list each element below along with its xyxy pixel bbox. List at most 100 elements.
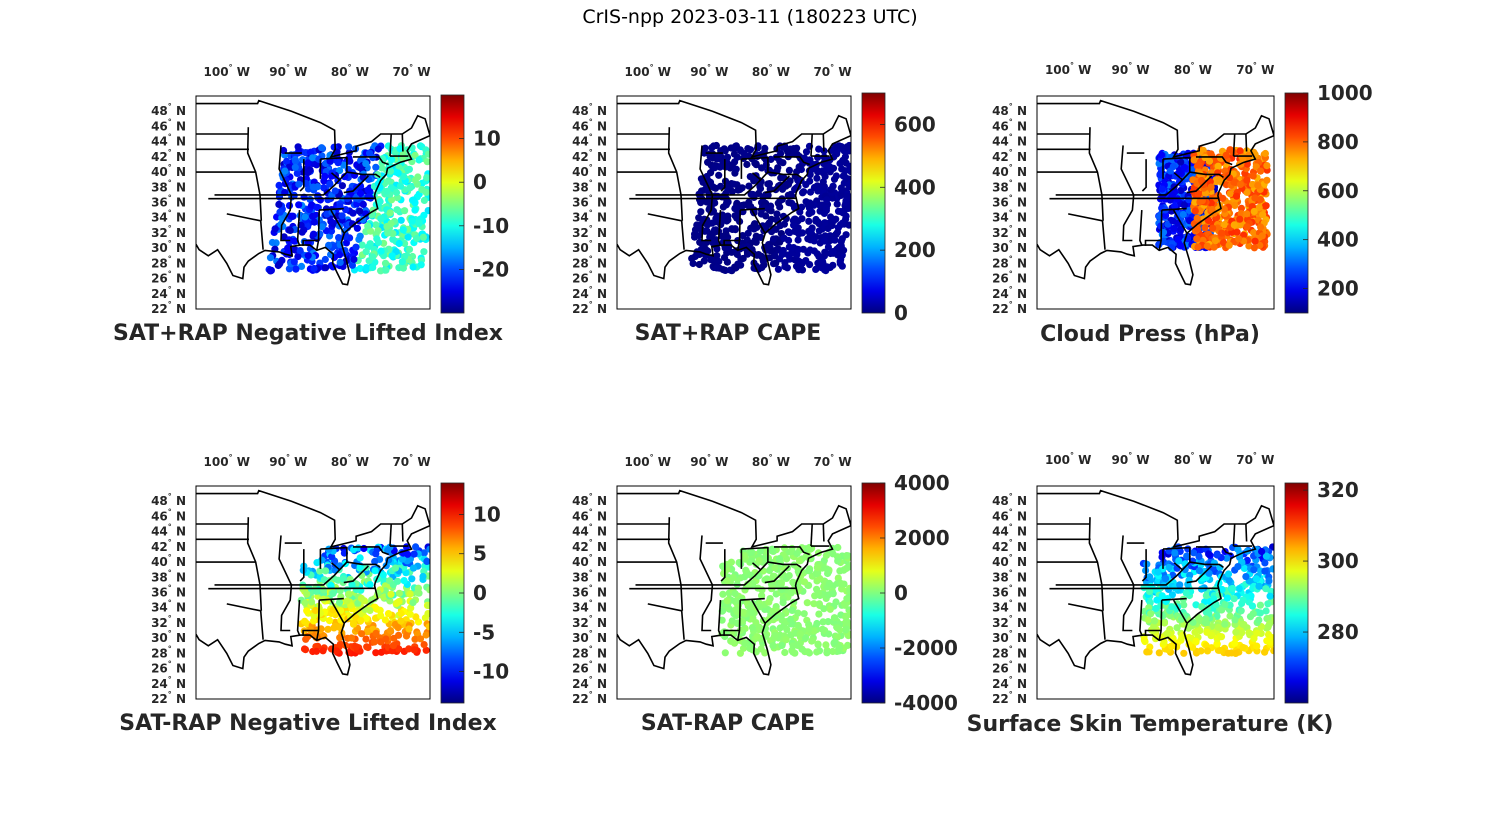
lat-tick-label: 22° N — [151, 690, 186, 706]
state-line — [699, 535, 714, 632]
lat-tick-label: 46° N — [572, 117, 607, 133]
data-point — [1177, 158, 1185, 166]
data-point — [1173, 624, 1181, 632]
data-point — [1243, 223, 1251, 231]
lat-tick-label: 26° N — [572, 270, 607, 286]
state-line — [740, 207, 765, 211]
data-point — [266, 254, 275, 262]
data-point — [814, 589, 823, 597]
data-point — [409, 196, 418, 204]
figure-title: CrIS-npp 2023-03-11 (180223 UTC) — [582, 6, 918, 28]
lon-tick-label: 70° W — [1236, 61, 1274, 77]
data-point — [731, 590, 739, 598]
data-point — [1176, 581, 1184, 589]
state-line — [1101, 220, 1106, 250]
lat-tick-label: 42° N — [992, 148, 1027, 164]
data-point — [783, 264, 792, 272]
data-point — [709, 230, 717, 238]
data-point — [402, 543, 411, 551]
data-point — [399, 264, 407, 272]
data-point — [372, 221, 380, 229]
data-point — [813, 648, 821, 656]
lat-tick-label: 36° N — [992, 584, 1027, 600]
data-point — [780, 544, 789, 552]
data-point — [758, 592, 766, 600]
lat-tick-label: 36° N — [992, 194, 1027, 210]
state-line — [1161, 207, 1187, 211]
data-point — [399, 226, 407, 234]
data-point — [714, 152, 723, 160]
state-line — [1189, 561, 1224, 569]
lat-tick-label: 38° N — [572, 178, 607, 194]
lat-tick-label: 38° N — [572, 568, 607, 584]
data-point — [824, 569, 832, 578]
data-point — [303, 607, 311, 615]
data-point — [837, 143, 845, 151]
data-point — [773, 210, 781, 218]
data-point — [1177, 187, 1185, 195]
data-point — [380, 576, 388, 584]
data-point — [776, 222, 784, 230]
data-point — [819, 258, 827, 266]
state-line — [1232, 133, 1236, 157]
lat-tick-label: 40° N — [992, 553, 1027, 569]
data-point — [724, 216, 732, 224]
lon-tick-label: 100° W — [625, 453, 671, 469]
state-line — [647, 213, 682, 222]
data-point — [802, 198, 810, 206]
data-point — [730, 180, 738, 188]
data-point — [405, 625, 413, 633]
data-point — [1231, 201, 1239, 209]
state-line — [1088, 127, 1104, 221]
data-point — [1190, 549, 1198, 557]
data-point — [843, 595, 851, 603]
data-point — [1214, 162, 1222, 170]
state-line — [751, 172, 762, 181]
data-point — [1250, 229, 1258, 237]
data-point — [719, 216, 727, 224]
data-point — [814, 641, 822, 649]
data-point — [300, 645, 309, 653]
data-point — [788, 606, 796, 615]
data-point — [759, 254, 767, 262]
data-point — [756, 603, 764, 611]
data-point — [1226, 190, 1234, 198]
data-point — [795, 557, 804, 565]
data-point — [805, 543, 814, 552]
state-line — [774, 156, 810, 166]
data-point — [393, 206, 401, 214]
data-point — [377, 247, 385, 255]
data-point — [395, 589, 403, 597]
data-point — [283, 157, 291, 165]
data-point — [366, 581, 374, 589]
data-point — [1237, 607, 1245, 615]
data-point — [301, 599, 309, 607]
data-point — [325, 241, 333, 249]
data-point — [372, 163, 380, 171]
data-point — [839, 156, 847, 164]
data-point — [1198, 603, 1206, 611]
data-point — [1171, 202, 1179, 210]
data-point — [357, 594, 365, 603]
lat-tick-label: 42° N — [992, 538, 1027, 554]
lon-tick-label: 90° W — [690, 63, 728, 79]
data-point — [369, 263, 377, 272]
data-point — [415, 219, 423, 227]
data-point — [829, 647, 837, 656]
state-line — [723, 629, 740, 636]
data-point — [327, 581, 335, 590]
data-point — [1193, 225, 1202, 233]
data-point — [389, 642, 397, 650]
data-point — [1239, 596, 1247, 604]
data-point — [763, 555, 771, 563]
data-point — [828, 221, 836, 230]
data-point — [398, 258, 406, 266]
data-point — [1243, 176, 1251, 184]
data-point — [834, 557, 842, 565]
data-point — [1169, 163, 1177, 171]
data-point — [1230, 178, 1238, 186]
lat-tick-label: 36° N — [572, 194, 607, 210]
lat-tick-label: 28° N — [572, 254, 607, 270]
state-line — [712, 156, 769, 196]
data-point — [765, 566, 774, 575]
